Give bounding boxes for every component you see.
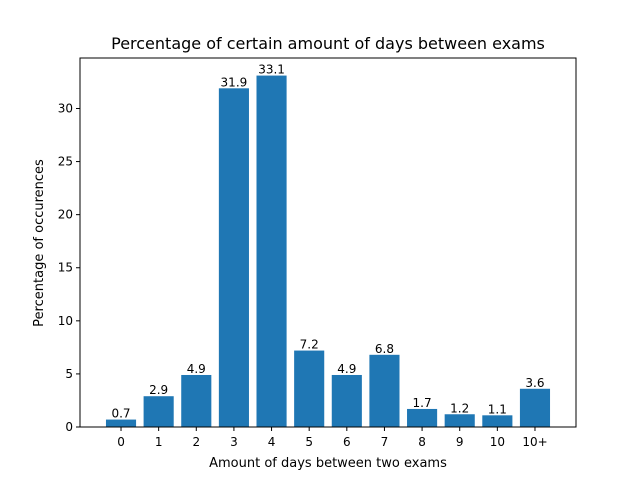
bar-value-label: 7.2 bbox=[300, 338, 319, 352]
bar-10+ bbox=[519, 388, 551, 427]
bar-9 bbox=[444, 414, 475, 427]
bar-value-label: 33.1 bbox=[258, 63, 285, 77]
bar-3 bbox=[218, 88, 249, 427]
y-axis-title: Percentage of occurences bbox=[32, 159, 47, 327]
y-axis: 0 5 10 15 20 25 30 bbox=[58, 101, 80, 434]
y-tick-label: 30 bbox=[58, 101, 73, 115]
x-tick-label: 7 bbox=[381, 435, 389, 449]
bar-7 bbox=[369, 354, 400, 427]
x-axis: 0 1 2 3 4 5 6 7 8 9 10 10+ bbox=[117, 427, 548, 449]
bar-value-label: 1.1 bbox=[488, 402, 507, 416]
x-tick-label: 0 bbox=[117, 435, 125, 449]
bar-value-label: 1.7 bbox=[413, 396, 432, 410]
bar-value-label: 6.8 bbox=[375, 342, 394, 356]
bar-5 bbox=[294, 350, 325, 427]
x-axis-title: Amount of days between two exams bbox=[209, 456, 447, 471]
chart-title: Percentage of certain amount of days bet… bbox=[111, 34, 545, 53]
x-tick-label: 3 bbox=[230, 435, 238, 449]
bar-value-label: 4.9 bbox=[337, 362, 356, 376]
bar-4 bbox=[256, 75, 287, 428]
bar-0 bbox=[105, 419, 137, 427]
y-tick-label: 10 bbox=[58, 314, 73, 328]
y-tick-label: 25 bbox=[58, 155, 73, 169]
bar-labels-layer: 0.7 2.9 4.9 31.9 33.1 7.2 4.9 6.8 1.7 1.2 1.1 3.6 bbox=[111, 63, 544, 421]
x-tick-label: 10 bbox=[490, 435, 505, 449]
x-tick-label: 10+ bbox=[522, 435, 547, 449]
bars-layer bbox=[105, 75, 551, 428]
bar-value-label: 3.6 bbox=[525, 376, 544, 390]
bar-10 bbox=[482, 415, 513, 427]
x-tick-label: 5 bbox=[305, 435, 313, 449]
y-tick-label: 20 bbox=[58, 208, 73, 222]
plot-frame bbox=[79, 57, 577, 428]
x-tick-label: 8 bbox=[418, 435, 426, 449]
bar-value-label: 2.9 bbox=[149, 383, 168, 397]
x-tick-label: 2 bbox=[192, 435, 200, 449]
bar-6 bbox=[331, 374, 362, 427]
bar-value-label: 31.9 bbox=[221, 75, 248, 89]
y-tick-label: 0 bbox=[65, 420, 73, 434]
bar-1 bbox=[143, 396, 174, 427]
bar-value-label: 0.7 bbox=[111, 407, 130, 421]
bar-value-label: 4.9 bbox=[187, 362, 206, 376]
bar-8 bbox=[407, 408, 438, 427]
y-tick-label: 5 bbox=[65, 367, 73, 381]
y-tick-label: 15 bbox=[58, 261, 73, 275]
x-tick-label: 1 bbox=[155, 435, 163, 449]
bar-2 bbox=[181, 374, 212, 427]
x-tick-label: 9 bbox=[456, 435, 464, 449]
bar-value-label: 1.2 bbox=[450, 401, 469, 415]
x-tick-label: 4 bbox=[268, 435, 276, 449]
x-tick-label: 6 bbox=[343, 435, 351, 449]
